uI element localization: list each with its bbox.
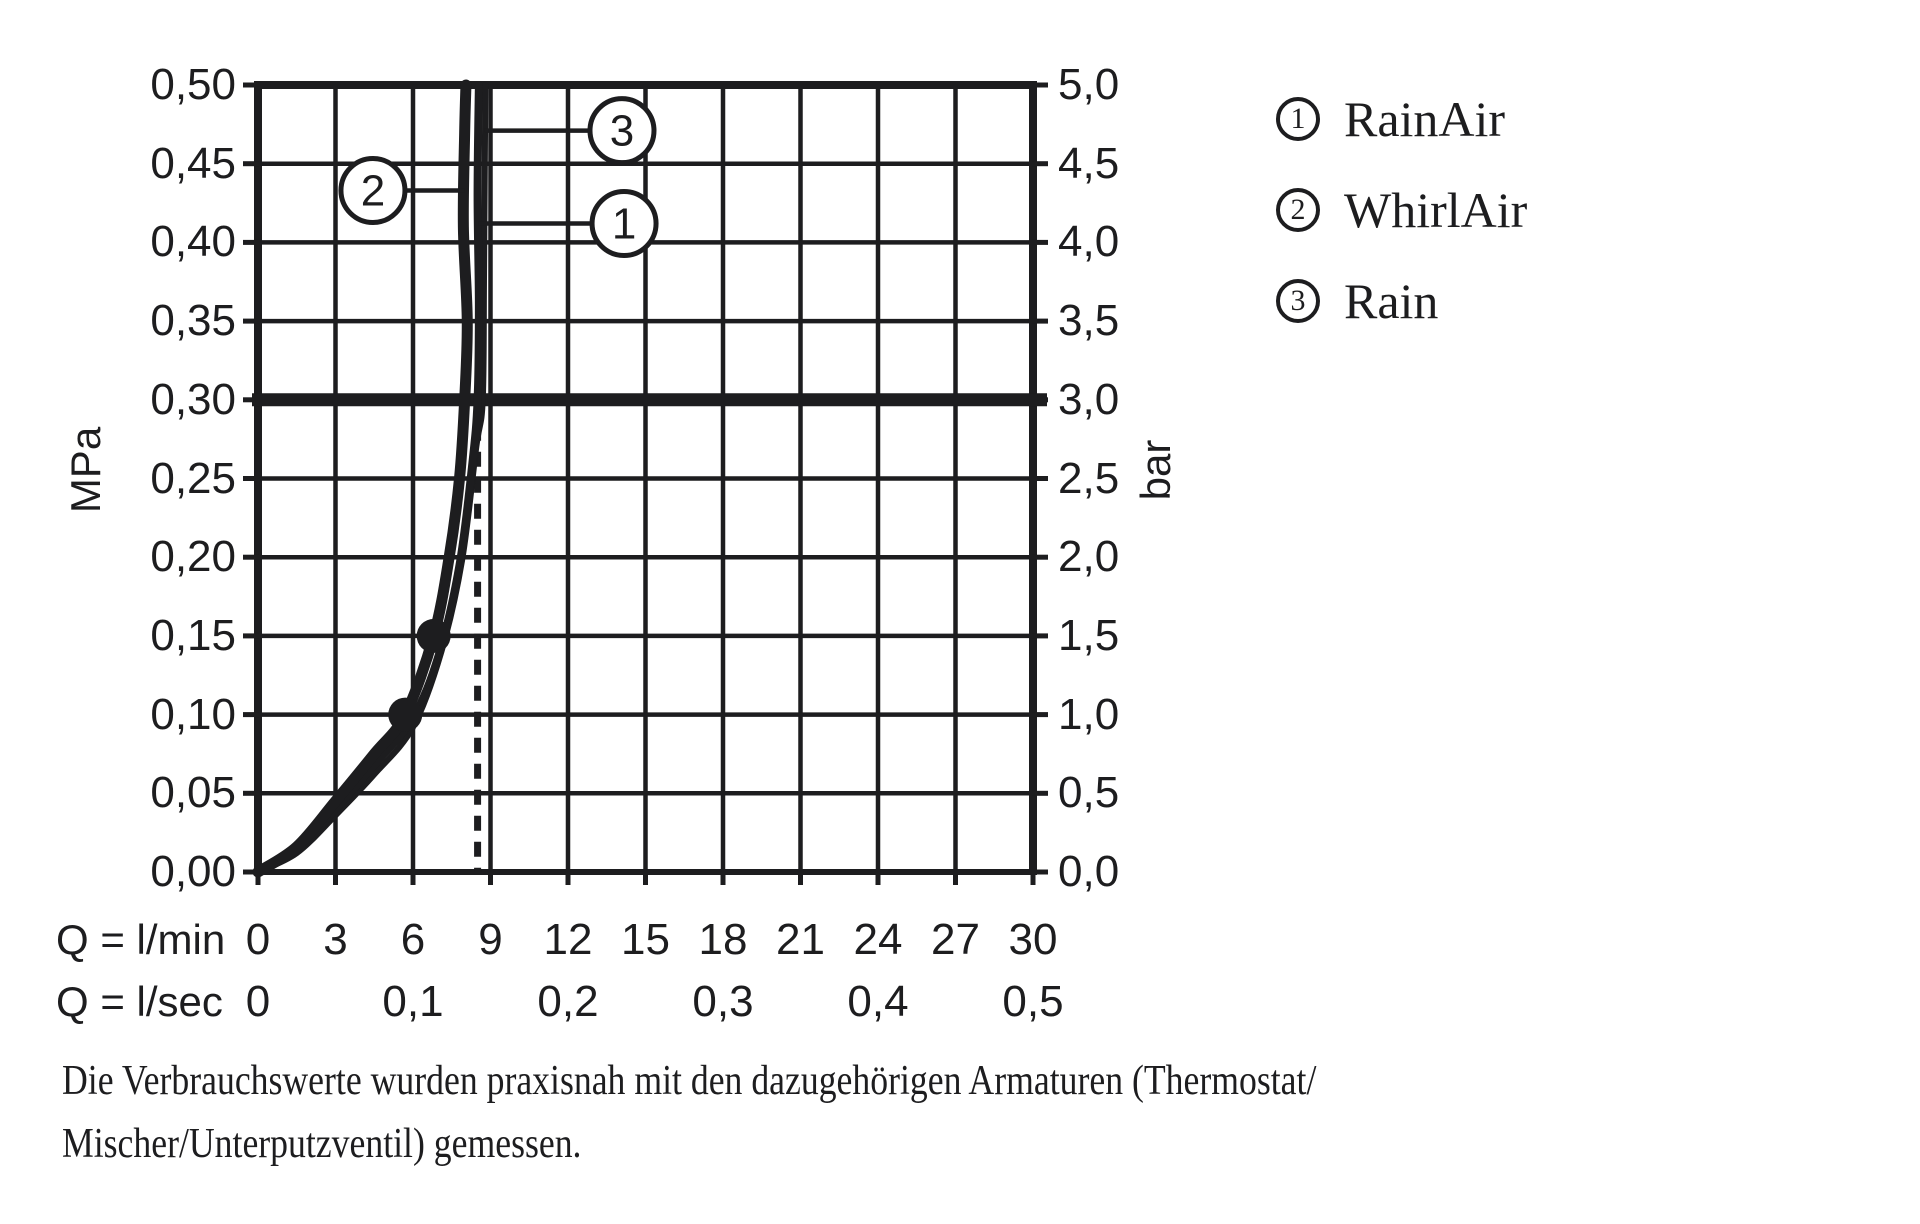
y-right-tick-label: 2,5 [1058, 453, 1120, 503]
legend-label: Rain [1344, 273, 1439, 329]
curve-marker-dot [388, 697, 423, 732]
legend-item-rain: 3 Rain [1276, 272, 1527, 330]
x-primary-tick-label: 9 [478, 915, 503, 964]
callout-number-2: 2 [361, 166, 385, 215]
y-right-tick-label: 1,0 [1058, 689, 1120, 739]
y-left-tick-label: 0,40 [150, 217, 236, 267]
x-primary-tick-label: 30 [1008, 915, 1058, 964]
curve-whirlair [252, 79, 473, 878]
caption-line-1: Die Verbrauchswerte wurden praxisnah mit… [62, 1058, 1317, 1104]
y-left-tick-label: 0,20 [150, 532, 236, 582]
legend-item-rainair: 1 RainAir [1276, 90, 1527, 148]
y-left-tick-label: 0,50 [150, 60, 236, 109]
x-primary-tick-label: 15 [621, 915, 670, 964]
legend: 1 RainAir 2 WhirlAir 3 Rain [1276, 90, 1527, 330]
x-secondary-tick-label: 0,4 [847, 977, 909, 1026]
x-axis-secondary-label: Q = l/sec [56, 978, 223, 1025]
x-axis-primary-label: Q = l/min [56, 916, 226, 963]
x-primary-tick-label: 21 [776, 915, 825, 964]
y-right-tick-label: 0,5 [1058, 768, 1120, 818]
y-right-tick-label: 4,0 [1058, 217, 1120, 267]
callout-number-3: 3 [610, 107, 634, 156]
callout-circle-3 [587, 96, 657, 166]
x-secondary-tick-label: 0,3 [692, 977, 754, 1026]
x-primary-tick-label: 6 [400, 915, 426, 964]
y-right-tick-label: 2,0 [1058, 532, 1120, 582]
y-left-tick-label: 0,00 [150, 847, 236, 896]
caption-line-2: Mischer/Unterputzventil) gemessen. [62, 1121, 582, 1167]
y-left-tick-label: 0,15 [150, 610, 236, 660]
y-right-tick-label: 3,5 [1058, 296, 1120, 346]
legend-label: WhirlAir [1344, 182, 1528, 238]
legend-number-icon: 3 [1276, 279, 1320, 323]
y-right-tick-label: 0,0 [1058, 847, 1120, 896]
x-primary-tick-label: 27 [931, 915, 980, 964]
y-left-tick-label: 0,05 [150, 768, 236, 818]
y-left-tick-label: 0,35 [150, 296, 236, 346]
x-secondary-tick-label: 0,5 [1002, 977, 1064, 1026]
y-right-tick-label: 5,0 [1058, 60, 1120, 109]
y-left-tick-label: 0,25 [150, 453, 236, 503]
y-right-tick-label: 4,5 [1058, 138, 1120, 188]
y-left-tick-label: 0,10 [150, 689, 236, 739]
legend-label: RainAir [1344, 91, 1506, 147]
callout-number-1: 1 [612, 200, 636, 249]
x-secondary-tick-label: 0,2 [537, 977, 599, 1026]
y-right-tick-label: 3,0 [1058, 374, 1120, 424]
curve-marker-dot [416, 618, 451, 653]
x-secondary-tick-label: 0 [245, 977, 271, 1026]
y-right-tick-label: 1,5 [1058, 610, 1120, 660]
x-primary-tick-label: 18 [698, 915, 748, 964]
caption: Die Verbrauchswerte wurden praxisnah mit… [62, 1050, 1316, 1176]
x-primary-tick-label: 0 [245, 915, 271, 964]
y-left-tick-label: 0,30 [150, 374, 236, 424]
legend-item-whirlair: 2 WhirlAir [1276, 181, 1527, 239]
x-primary-tick-label: 24 [853, 915, 903, 964]
x-secondary-tick-label: 0,1 [382, 977, 444, 1026]
legend-number-icon: 2 [1276, 188, 1320, 232]
callout-circle-2 [338, 155, 408, 225]
x-primary-tick-label: 12 [543, 915, 593, 964]
legend-number-icon: 1 [1276, 97, 1320, 141]
x-primary-tick-label: 3 [323, 915, 348, 964]
y-axis-right-unit: bar [1132, 439, 1179, 501]
y-left-tick-label: 0,45 [150, 138, 236, 188]
callout-circle-1 [589, 189, 659, 259]
